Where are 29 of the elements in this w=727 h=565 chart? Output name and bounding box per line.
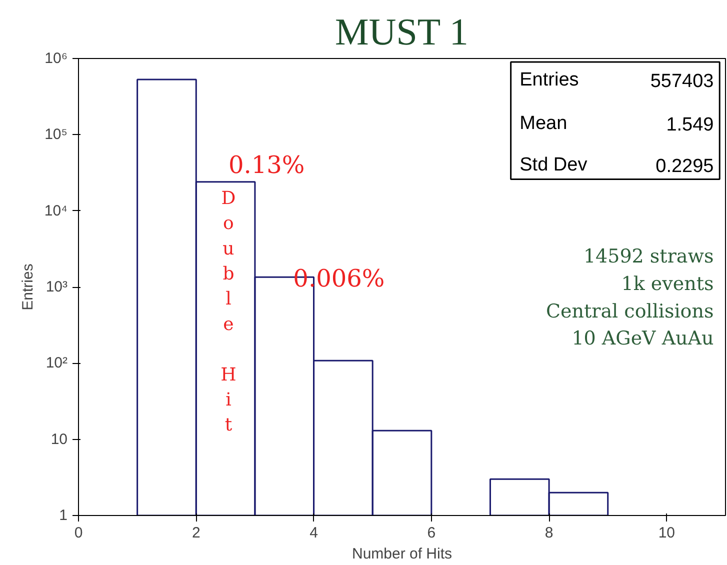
y-tick-label: 10³ (46, 278, 68, 296)
annotation: 1.549 (666, 114, 714, 136)
text: Double Hit (220, 188, 236, 436)
annotation: Entries (520, 70, 579, 91)
x-tick-label: 4 (310, 524, 318, 542)
annotation: Central collisions (546, 300, 714, 322)
y-tick-label: 10⁵ (44, 126, 68, 144)
annotation: Mean (520, 113, 568, 134)
y-tick-label: 10⁶ (44, 50, 68, 67)
x-tick-label: 6 (427, 524, 436, 542)
y-tick-label: 10⁴ (44, 202, 68, 220)
x-axis-title: Number of Hits (352, 546, 452, 562)
annotation: 0.2295 (656, 156, 714, 177)
annotation: 14592 straws (583, 246, 714, 268)
x-tick-label: 0 (74, 524, 83, 542)
chart-title: MUST 1 (334, 12, 468, 54)
annotation: 10 AGeV AuAu (572, 328, 714, 350)
x-tick-label: 2 (192, 524, 200, 542)
y-tick-label: 1 (59, 507, 68, 524)
annotation: 1k events (621, 272, 714, 295)
x-tick-label: 10 (658, 524, 676, 542)
x-tick-label: 8 (544, 524, 554, 542)
annotation: 0.006% (293, 264, 385, 292)
y-tick-label: 10² (46, 354, 68, 372)
annotation: 0.13% (228, 150, 305, 179)
annotation: 557403 (650, 71, 714, 92)
y-axis-title: Entries (19, 264, 36, 310)
y-tick-label: 10 (50, 430, 68, 448)
annotation: Std Dev (520, 154, 588, 176)
